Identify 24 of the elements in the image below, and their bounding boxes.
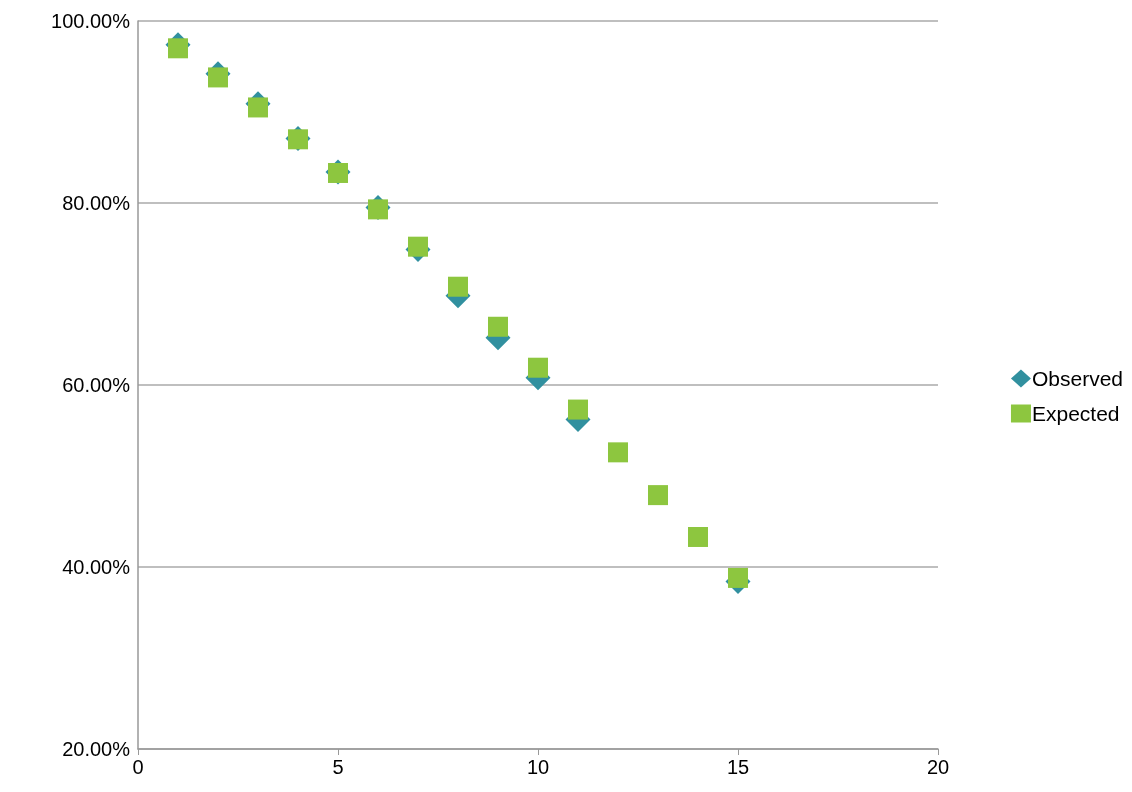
y-tick-label: 60.00% [62, 374, 131, 396]
point [448, 276, 468, 297]
y-tick-label: 40.00% [62, 556, 131, 578]
legend-label: Expected [1031, 402, 1120, 425]
x-tick-label: 0 [132, 756, 144, 778]
point [728, 567, 748, 588]
x-tick-label: 20 [926, 756, 950, 778]
point [408, 236, 428, 257]
point [568, 399, 588, 420]
y-tick-label: 20.00% [62, 738, 131, 760]
point [648, 485, 668, 506]
x-tick-label: 10 [526, 756, 550, 778]
y-tick-label: 80.00% [62, 192, 131, 214]
point [608, 442, 628, 463]
point [208, 67, 228, 88]
point [168, 38, 188, 59]
point [488, 316, 508, 337]
x-tick-label: 5 [332, 756, 344, 778]
point [248, 97, 268, 118]
point [688, 526, 708, 547]
x-tick-label: 15 [726, 756, 750, 778]
y-tick-label: 100.00% [51, 10, 131, 32]
point [528, 357, 548, 378]
legend-label: Observed [1031, 367, 1123, 390]
